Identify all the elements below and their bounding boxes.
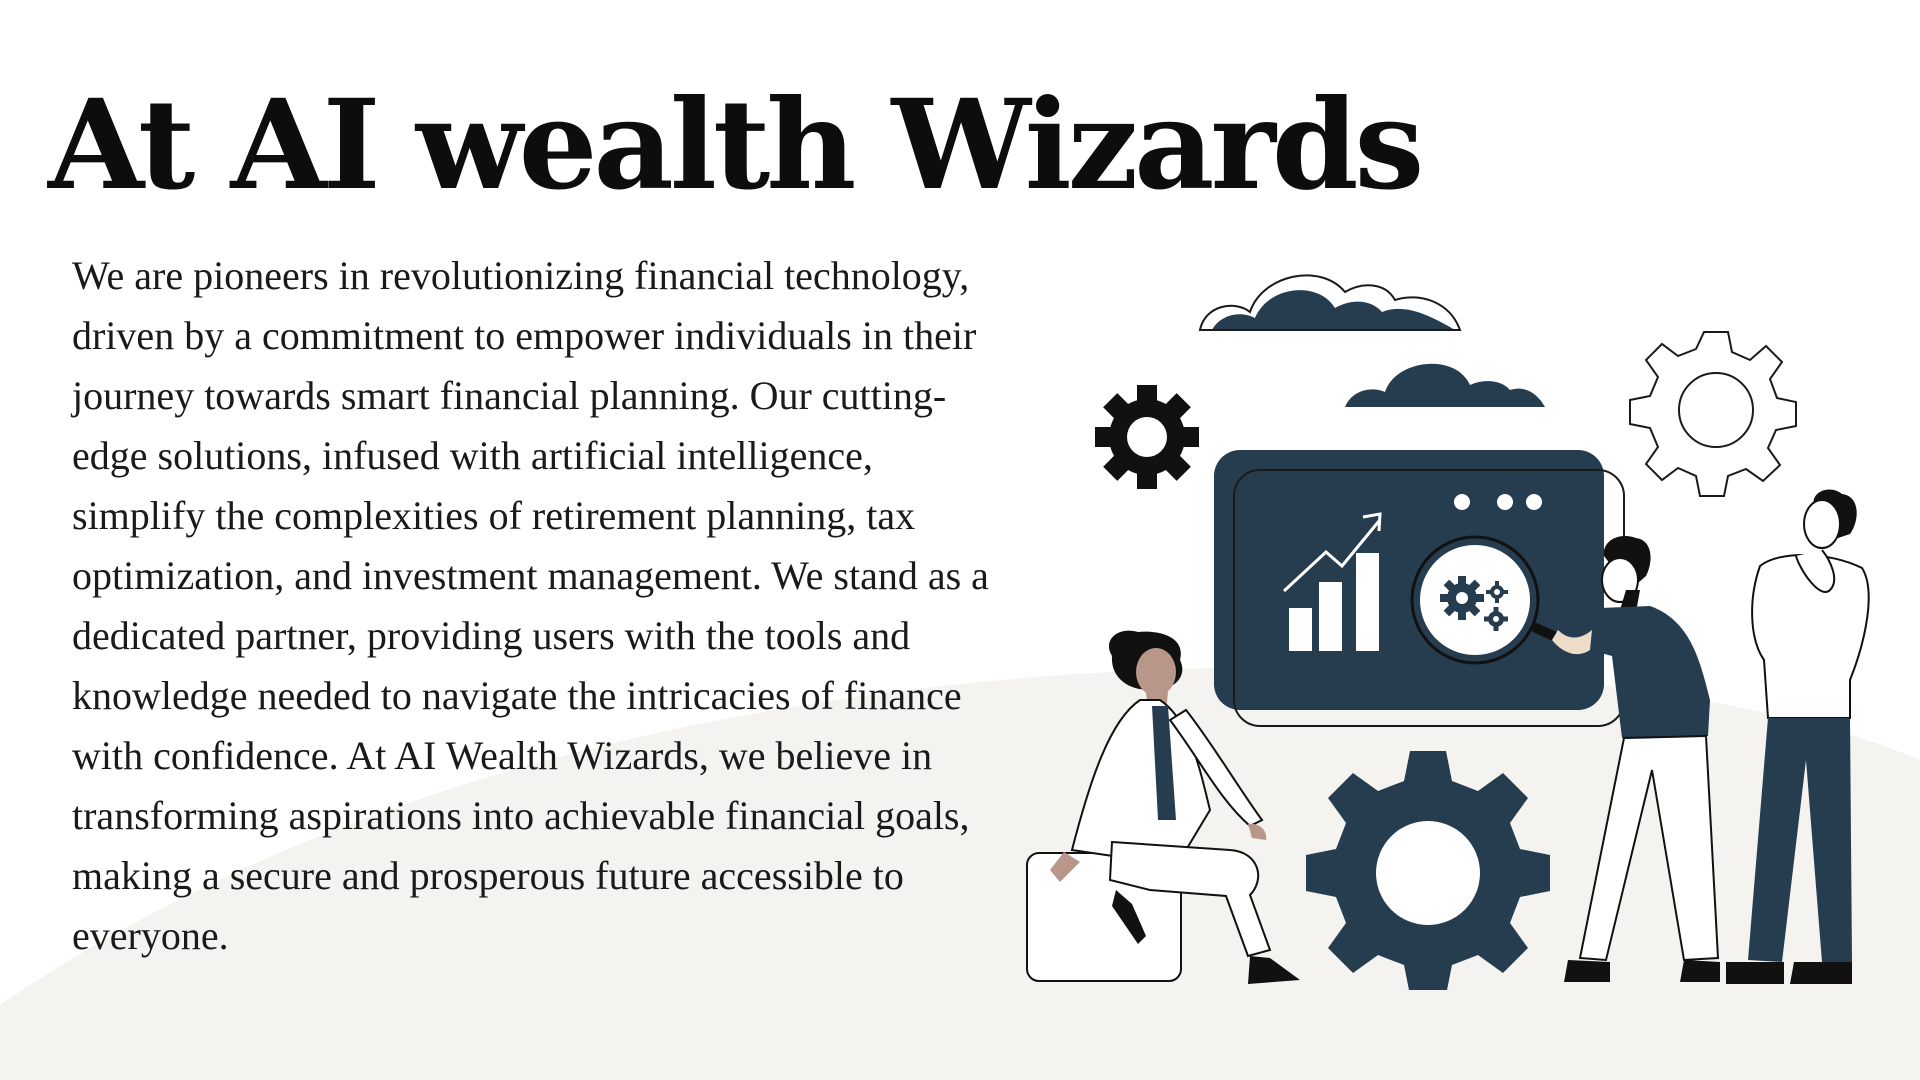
- fintech-illustration: [1026, 274, 1870, 990]
- bar-chart-icon: [1289, 553, 1379, 651]
- person-figure-standing: [1552, 536, 1720, 982]
- trend-arrow-icon: [1282, 512, 1382, 593]
- person-figure-thinking: [1726, 489, 1870, 984]
- cloud-icon: [1198, 274, 1462, 331]
- gear-icon-black: [1095, 385, 1199, 489]
- cloud-icon-small: [1345, 363, 1545, 407]
- page-title: At AI wealth Wizards: [48, 73, 1424, 218]
- gear-icon-outline: [1629, 331, 1797, 497]
- person-figure-seated: [1050, 630, 1300, 984]
- body-paragraph: We are pioneers in revolutionizing finan…: [72, 253, 989, 958]
- magnifier-icon: [1410, 535, 1585, 665]
- gear-icon-navy: [1306, 751, 1550, 990]
